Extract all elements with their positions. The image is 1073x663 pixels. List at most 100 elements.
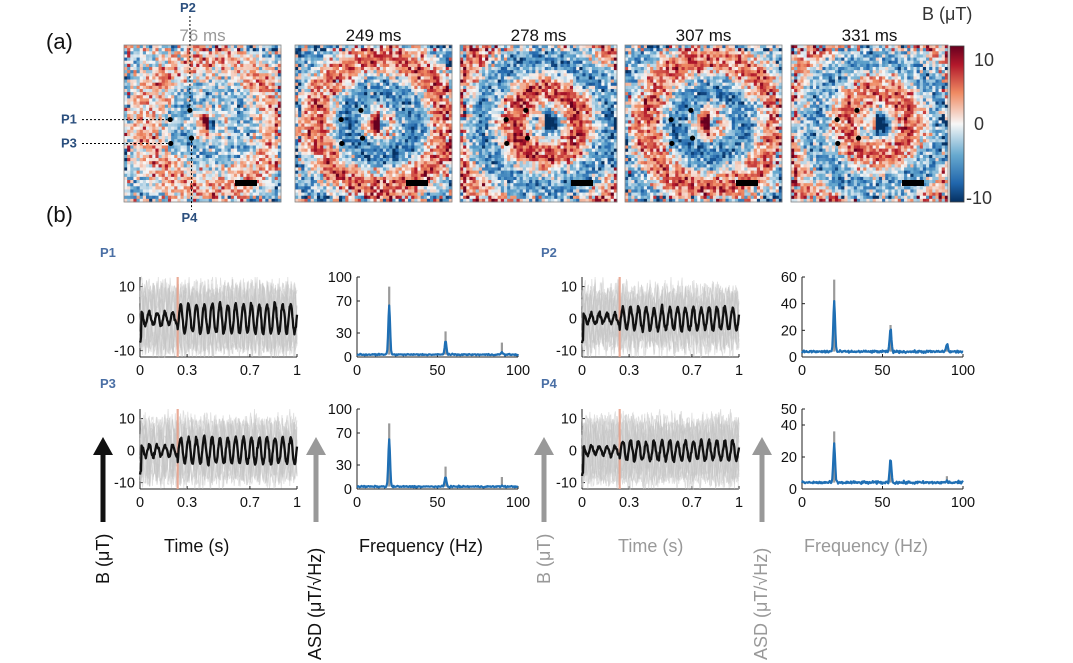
left-freq-xlabel: Frequency (Hz)	[359, 536, 483, 556]
field-map: 331 ms	[790, 26, 949, 203]
x-tick-label: 0	[578, 363, 586, 379]
y-tick-label: 40	[781, 418, 797, 434]
p3-asd-plot: 0 50 100 100 70 30 0	[328, 402, 530, 511]
y-tick-label: 0	[569, 312, 577, 328]
point-marker	[854, 107, 860, 113]
trace-point-label: P4	[541, 376, 558, 391]
y-tick-label: 40	[781, 297, 797, 313]
x-tick-label: 0.7	[240, 495, 260, 511]
mean-trace	[580, 438, 741, 477]
right-freq-xlabel: Frequency (Hz)	[804, 536, 928, 556]
x-tick-label: 100	[951, 495, 975, 511]
colorbar-tick-bottom: -10	[966, 188, 992, 208]
panel-a-label: (a)	[46, 29, 73, 54]
y-tick-label: 10	[561, 280, 577, 296]
single-trial-trace	[139, 408, 298, 490]
x-tick-label: 50	[429, 363, 445, 379]
y-tick-label: 10	[561, 412, 577, 428]
mean-trace	[580, 303, 741, 344]
point-marker	[503, 116, 509, 123]
point-marker	[688, 107, 694, 113]
field-map: 76 ms	[123, 26, 282, 203]
spectrum-trace	[800, 442, 964, 485]
map-time-title: 331 ms	[842, 26, 898, 45]
y-tick-label: 70	[336, 294, 352, 310]
single-trial-trace	[581, 278, 740, 357]
x-tick-label: 0	[798, 495, 806, 511]
colorbar-tick-top: 10	[974, 50, 994, 70]
point-marker	[167, 116, 173, 123]
point-marker	[504, 140, 510, 147]
x-tick-label: 1	[735, 495, 743, 511]
scale-bar	[235, 180, 257, 186]
point-marker	[338, 116, 344, 123]
y-tick-label: 0	[127, 444, 135, 460]
point-marker	[834, 116, 840, 123]
point-label: P3	[61, 135, 77, 150]
x-tick-label: 50	[874, 363, 890, 379]
x-tick-label: 0.3	[619, 363, 639, 379]
x-tick-label: 0.3	[177, 363, 197, 379]
point-marker	[359, 135, 366, 141]
left-asd-label: ASD (μT/√Hz)	[305, 548, 325, 660]
x-tick-label: 50	[874, 495, 890, 511]
field-maps: 76 ms 249 ms 278 ms 307 ms 331 ms	[123, 26, 949, 203]
x-tick-label: 100	[506, 363, 530, 379]
spectrum-trace	[356, 438, 519, 489]
point-marker	[855, 135, 862, 141]
map-time-title: 249 ms	[346, 26, 402, 45]
field-map: 278 ms	[459, 26, 618, 203]
colorbar-gradient	[949, 45, 965, 203]
colorbar: B (μT) 10 0 -10	[922, 4, 994, 208]
x-tick-label: 0	[136, 363, 144, 379]
trace-point-label: P1	[100, 245, 116, 260]
point-marker	[358, 107, 364, 113]
panel-b-label: (b)	[46, 202, 73, 227]
left-b-label: B (μT)	[93, 534, 113, 584]
y-tick-label: 60	[781, 270, 797, 286]
x-tick-label: 0.3	[177, 495, 197, 511]
single-trial-trace	[581, 412, 740, 490]
map-time-title: 76 ms	[179, 26, 225, 45]
point-marker	[689, 135, 696, 141]
y-tick-label: 70	[336, 426, 352, 442]
spectrum-trace	[356, 304, 519, 357]
point-marker	[835, 140, 841, 147]
x-tick-label: 0.3	[619, 495, 639, 511]
left-time-xlabel: Time (s)	[164, 536, 229, 556]
x-tick-label: 50	[429, 495, 445, 511]
x-tick-label: 0	[798, 363, 806, 379]
point-marker	[187, 107, 193, 113]
point-label: P1	[61, 112, 77, 127]
field-map: 307 ms	[624, 26, 783, 203]
single-trial-trace	[139, 278, 298, 358]
scale-bar	[571, 180, 593, 186]
y-tick-label: 0	[344, 482, 352, 498]
point-marker	[188, 135, 195, 141]
point-label: P2	[180, 0, 196, 15]
y-tick-label: 0	[789, 482, 797, 498]
y-tick-label: 20	[781, 450, 797, 466]
x-tick-label: 0	[353, 363, 361, 379]
right-b-label: B (μT)	[534, 534, 554, 584]
y-tick-label: 30	[336, 458, 352, 474]
single-trial-trace	[581, 285, 740, 351]
right-asd-arrow: ASD (μT/√Hz)	[751, 437, 772, 660]
y-tick-label: 0	[344, 350, 352, 366]
y-tick-label: -10	[114, 344, 135, 360]
y-tick-label: 10	[119, 412, 135, 428]
y-tick-label: 0	[569, 444, 577, 460]
y-tick-label: -10	[114, 476, 135, 492]
y-tick-label: 10	[119, 280, 135, 296]
left-b-arrow: B (μT)	[93, 437, 113, 584]
map-time-title: 307 ms	[676, 26, 732, 45]
colorbar-label: B (μT)	[922, 4, 972, 24]
point-marker	[523, 107, 529, 113]
